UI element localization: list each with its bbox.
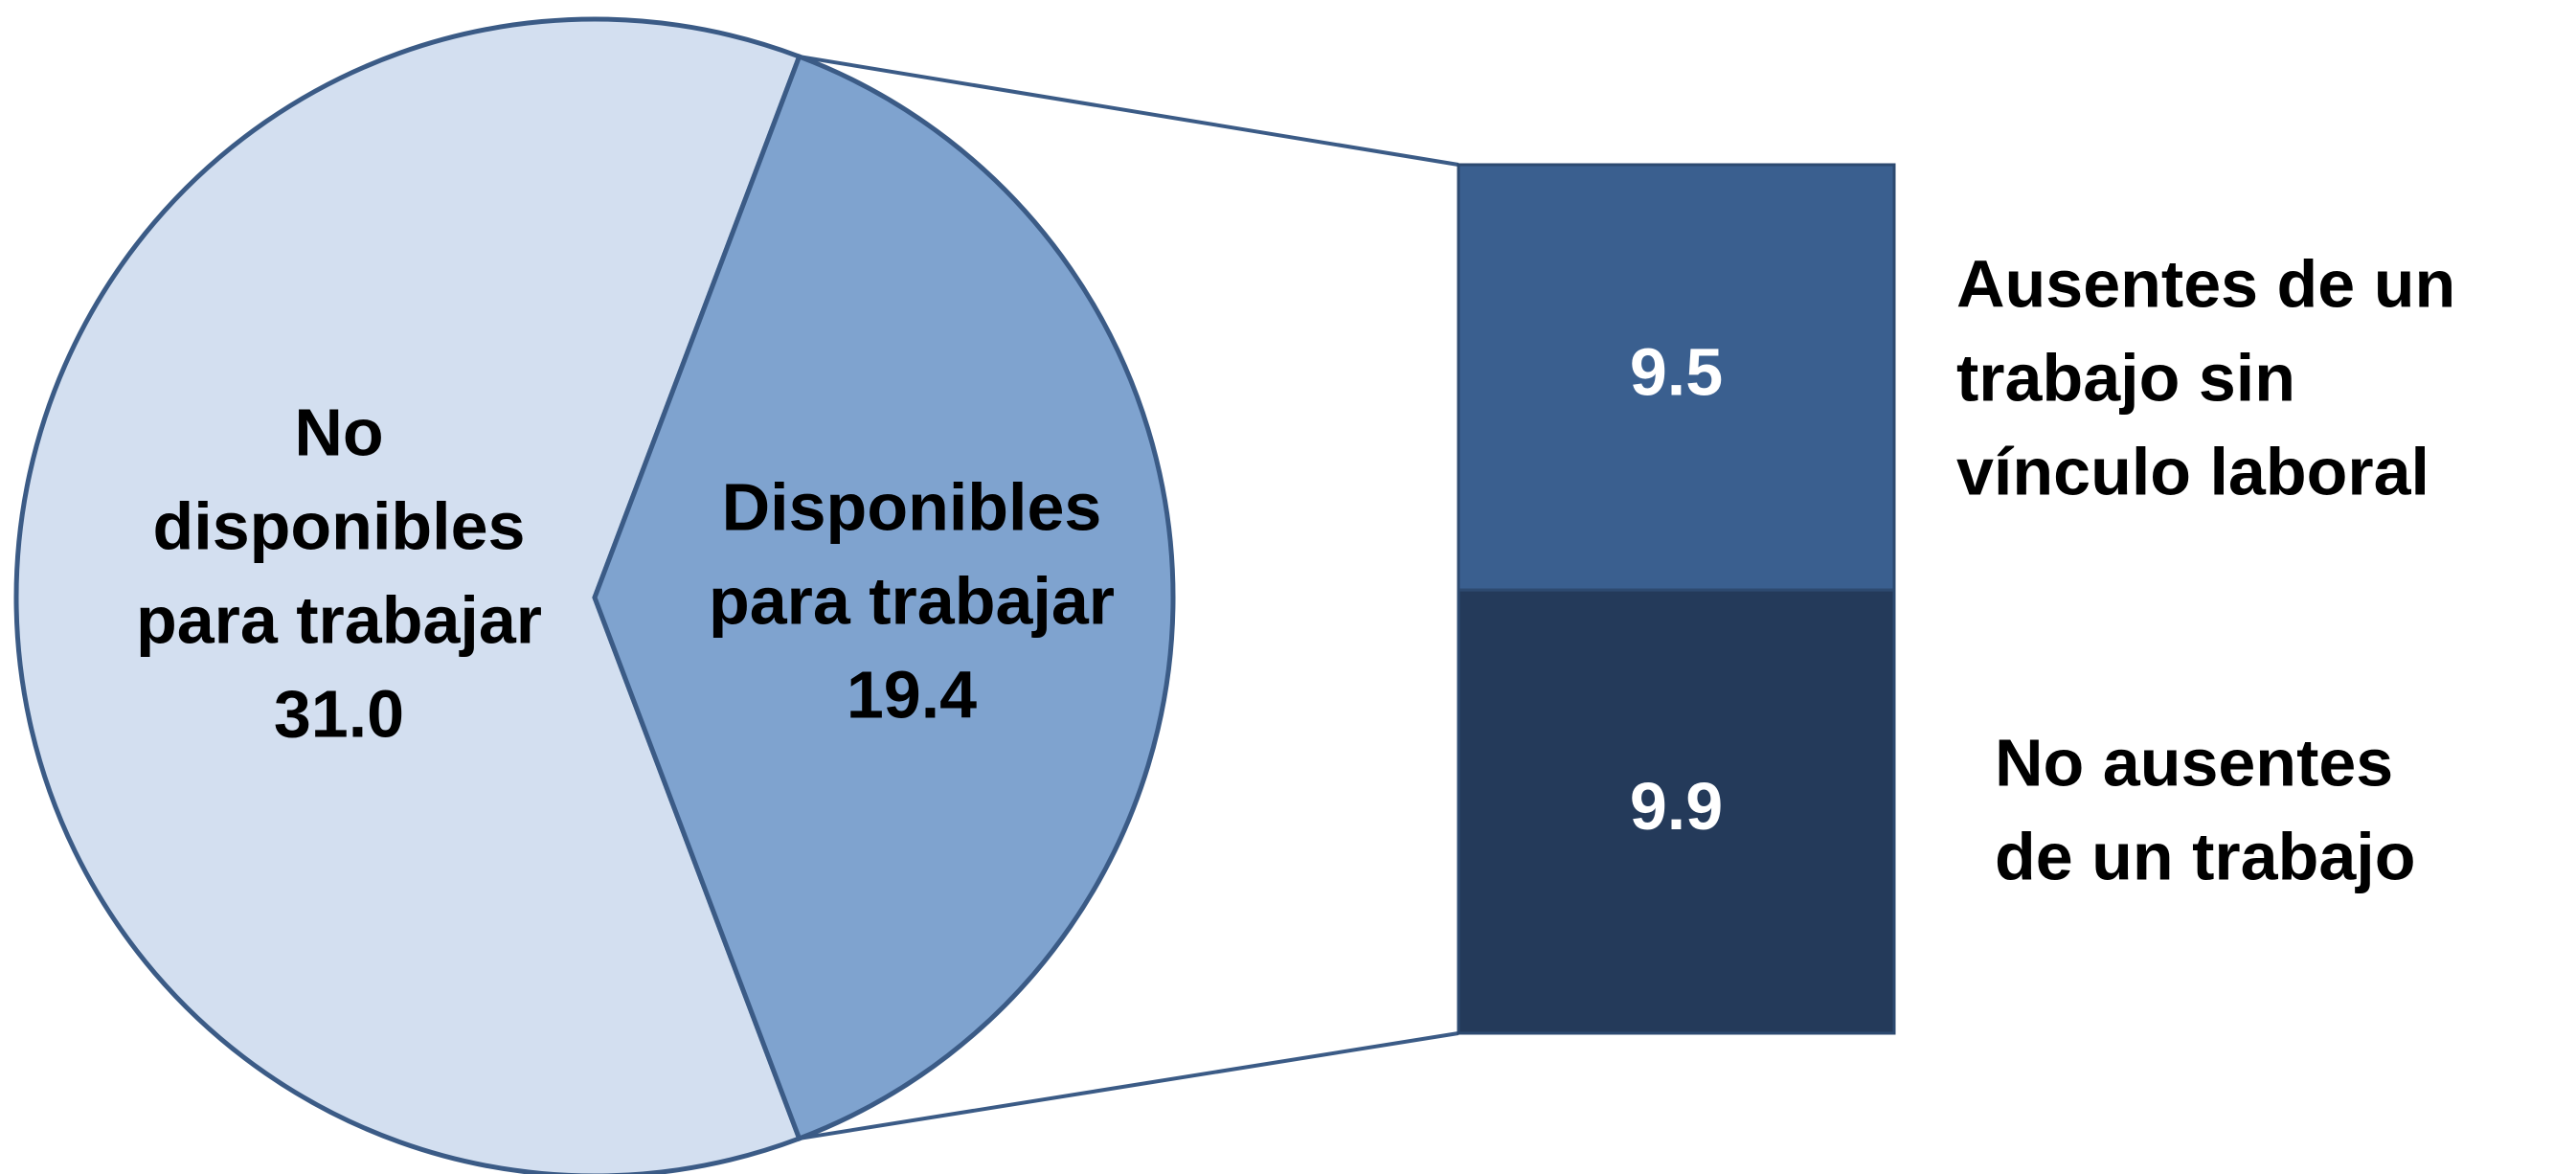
bar-value-label: 9.9 xyxy=(1630,769,1723,844)
bar-label: vínculo laboral xyxy=(1956,434,2429,508)
pie-value-label: 19.4 xyxy=(847,657,977,732)
pie-label: No xyxy=(294,395,383,469)
pie-slice xyxy=(13,16,802,1174)
bar-label: de un trabajo xyxy=(1995,819,2415,893)
pie-value-label: 31.0 xyxy=(274,676,404,751)
bar-label: Ausentes de un xyxy=(1956,246,2455,321)
pie-slice xyxy=(592,53,1176,1142)
pie-label: para trabajar xyxy=(136,582,542,657)
pie-label: Disponibles xyxy=(722,469,1102,544)
connector-line xyxy=(799,1031,1459,1140)
pie-label: disponibles xyxy=(153,488,526,563)
bar-segment xyxy=(1457,588,1896,1035)
bar-label: No ausentes xyxy=(1995,725,2393,800)
bar-segment xyxy=(1457,163,1896,592)
bar-value-label: 9.5 xyxy=(1630,335,1723,410)
pie-label: para trabajar xyxy=(709,563,1115,638)
connector-line xyxy=(799,55,1459,167)
bar-label: trabajo sin xyxy=(1956,340,2295,415)
